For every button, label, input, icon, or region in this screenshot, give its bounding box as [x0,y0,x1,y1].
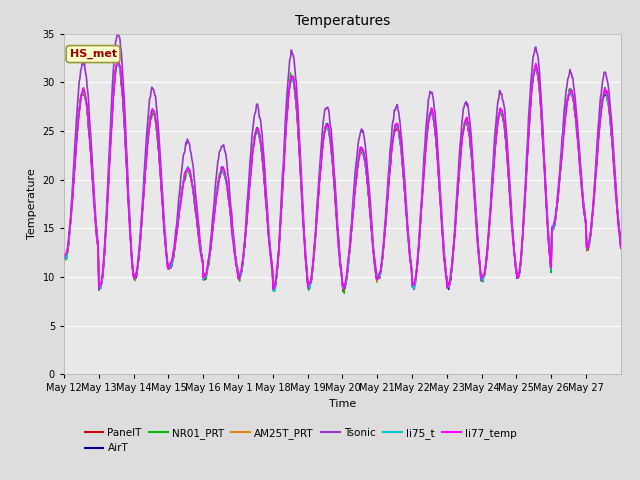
Line: Tsonic: Tsonic [64,34,621,290]
AM25T_PRT [114,60,122,65]
Tsonic [95,288,102,293]
li77_temp [256,132,264,138]
NR01_PRT [401,192,409,198]
NR01_PRT [256,136,264,142]
Tsonic [127,235,134,241]
li75_t [617,245,625,251]
li75_t [433,143,440,149]
Tsonic [617,245,625,251]
NR01_PRT [228,230,236,236]
AirT [401,188,408,193]
Tsonic [257,119,264,124]
PanelT [433,145,440,151]
PanelT [339,288,347,294]
AirT [60,256,68,262]
Legend: PanelT, AirT, NR01_PRT, AM25T_PRT, Tsonic, li75_t, li77_temp: PanelT, AirT, NR01_PRT, AM25T_PRT, Tsoni… [81,424,521,457]
AirT [126,228,134,233]
AM25T_PRT [433,143,440,149]
AirT [432,132,440,138]
li77_temp [617,246,625,252]
AirT [228,228,236,234]
AirT [617,243,625,249]
li75_t [114,60,122,66]
NR01_PRT [277,207,285,213]
Y-axis label: Temperature: Temperature [27,168,37,240]
li75_t [269,288,277,294]
li75_t [60,255,68,261]
PanelT [228,228,236,234]
AirT [445,287,452,292]
Tsonic [60,255,68,261]
PanelT [114,58,122,63]
Title: Temperatures: Temperatures [295,14,390,28]
PanelT [277,212,285,218]
Tsonic [278,188,285,194]
PanelT [617,245,625,251]
AM25T_PRT [401,194,409,200]
Line: li77_temp: li77_temp [64,59,621,289]
PanelT [401,194,409,200]
Line: li75_t: li75_t [64,63,621,291]
li77_temp [60,255,68,261]
PanelT [126,228,134,234]
Tsonic [401,184,409,190]
PanelT [256,137,264,143]
Line: AM25T_PRT: AM25T_PRT [64,62,621,290]
AM25T_PRT [278,200,285,206]
AM25T_PRT [271,287,278,293]
li77_temp [433,140,440,146]
li75_t [126,231,134,237]
li75_t [228,230,236,236]
NR01_PRT [60,255,68,261]
AM25T_PRT [228,229,236,235]
AM25T_PRT [256,136,264,142]
NR01_PRT [617,241,625,247]
AirT [256,135,264,141]
li77_temp [228,235,236,241]
li77_temp [401,195,409,201]
Tsonic [229,228,237,234]
li77_temp [126,231,134,237]
li75_t [401,195,409,201]
AM25T_PRT [617,245,625,251]
AirT [277,215,285,221]
li75_t [278,200,285,205]
NR01_PRT [115,60,122,66]
Line: AirT: AirT [64,62,621,289]
li77_temp [114,56,122,62]
AM25T_PRT [60,256,68,262]
Line: NR01_PRT: NR01_PRT [64,63,621,293]
li77_temp [278,197,285,203]
Tsonic [114,31,122,36]
X-axis label: Time: Time [329,399,356,409]
PanelT [60,252,68,258]
li75_t [256,134,264,140]
li77_temp [269,286,277,292]
Line: PanelT: PanelT [64,60,621,291]
AM25T_PRT [126,230,134,236]
AirT [114,59,122,65]
NR01_PRT [433,144,440,149]
NR01_PRT [340,290,348,296]
Tsonic [433,125,440,131]
Text: HS_met: HS_met [70,49,116,59]
NR01_PRT [126,228,134,234]
